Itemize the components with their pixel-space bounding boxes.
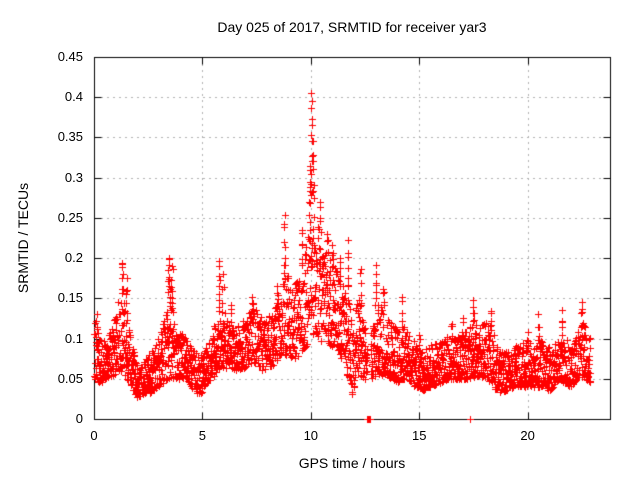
y-tick-label: 0.4	[64, 89, 83, 105]
y-tick-label: 0	[75, 411, 83, 426]
y-tick-label: 0.3	[64, 169, 83, 185]
y-tick-label: 0.25	[57, 209, 83, 225]
x-tick-label: 0	[90, 428, 98, 443]
x-tick-label: 20	[520, 428, 535, 443]
y-tick-label: 0.35	[57, 129, 83, 145]
y-tick-label: 0.1	[64, 330, 83, 346]
x-tick-label: 10	[303, 428, 319, 443]
y-tick-label: 0.05	[57, 370, 83, 386]
x-tick-label: 15	[411, 428, 427, 443]
y-axis-label: SRMTID / TECUs	[15, 182, 31, 294]
x-tick-label: 5	[198, 428, 207, 443]
x-axis-label: GPS time / hours	[298, 455, 406, 471]
y-tick-label: 0.2	[64, 250, 83, 266]
y-tick-label: 0.15	[57, 290, 83, 306]
y-tick-label: 0.45	[57, 49, 83, 64]
chart-title: Day 025 of 2017, SRMTID for receiver yar…	[217, 19, 487, 35]
